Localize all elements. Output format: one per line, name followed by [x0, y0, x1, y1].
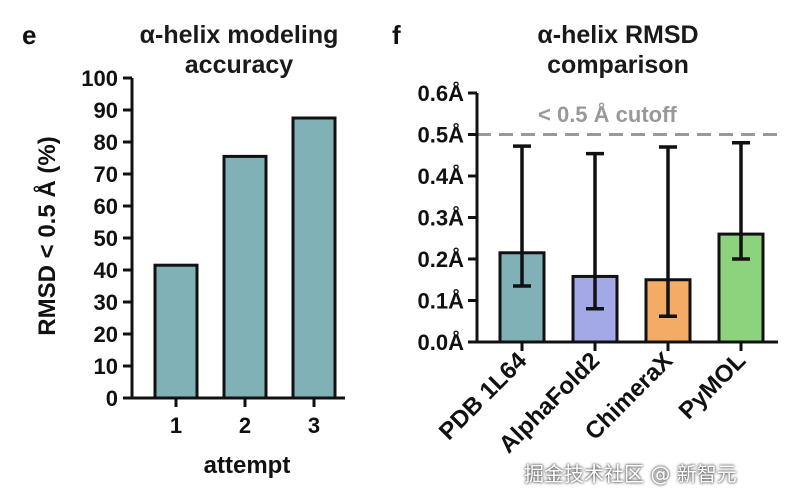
watermark: 掘金技术社区 @ 新智元	[524, 462, 737, 486]
panel-e-x-tick-label: 2	[239, 413, 251, 438]
panel-e-y-tick-label: 80	[94, 130, 118, 155]
panel-f-y-tick-label: 0.2Å	[418, 246, 465, 272]
panel-e-bar	[222, 154, 268, 400]
panel-f: f α-helix RMSD comparison 0.0Å0.1Å0.2Å0.…	[392, 20, 778, 459]
panel-e-y-tick-label: 100	[81, 66, 118, 91]
panel-f-error-bars	[513, 141, 750, 319]
panel-f-title-line2: comparison	[547, 51, 689, 79]
panel-e-x-categories: 1 2 3	[170, 398, 320, 438]
panel-e-y-tick-label: 20	[94, 322, 118, 347]
panel-e-x-axis-label: attempt	[204, 452, 291, 479]
panel-e-title-line2: accuracy	[185, 51, 294, 79]
panel-f-y-tick-label: 0.4Å	[418, 163, 465, 189]
panel-e-y-tick-label: 70	[94, 162, 118, 187]
panel-f-title-line1: α-helix RMSD	[537, 21, 698, 49]
panel-e-y-tick-label: 60	[94, 194, 118, 219]
panel-e-y-tick-label: 0	[106, 386, 118, 411]
panel-f-y-tick-label: 0.6Å	[418, 80, 465, 106]
panel-f-cutoff-label: < 0.5 Å cutoff	[538, 101, 677, 127]
panel-e-y-tick-label: 10	[94, 354, 118, 379]
panel-e-title-line1: α-helix modeling	[140, 21, 339, 49]
panel-e: e α-helix modeling accuracy RMSD < 0.5 Å…	[22, 20, 345, 479]
panel-e-y-tick-label: 50	[94, 226, 118, 251]
panel-e-y-axis-label: RMSD < 0.5 Å (%)	[33, 136, 61, 335]
panel-f-y-ticks: 0.0Å 0.1Å 0.2Å 0.3Å 0.4Å 0.5Å 0.6Å	[418, 80, 477, 355]
panel-f-y-tick-label: 0.5Å	[418, 122, 465, 148]
panel-f-y-tick-label: 0.0Å	[418, 329, 465, 355]
panel-e-y-tick-label: 40	[94, 258, 118, 283]
panel-e-bars	[153, 116, 337, 400]
panel-f-x-tick-label: PyMOL	[674, 347, 752, 425]
panel-f-y-tick-label: 0.1Å	[418, 288, 465, 314]
panel-e-x-tick-label: 3	[308, 413, 320, 438]
panel-f-y-tick-label: 0.3Å	[418, 205, 465, 231]
panel-f-letter: f	[392, 20, 401, 50]
panel-e-y-tick-label: 90	[94, 98, 118, 123]
panel-e-letter: e	[22, 20, 36, 50]
panel-e-x-tick-label: 1	[170, 413, 182, 438]
panel-e-y-tick-label: 30	[94, 290, 118, 315]
panel-f-bars	[498, 232, 765, 344]
panel-e-y-ticks: 0 10 20 30 40 50 60 70 80 90 100	[81, 66, 132, 411]
panel-e-bar	[153, 263, 199, 400]
panel-e-bar	[291, 116, 337, 400]
